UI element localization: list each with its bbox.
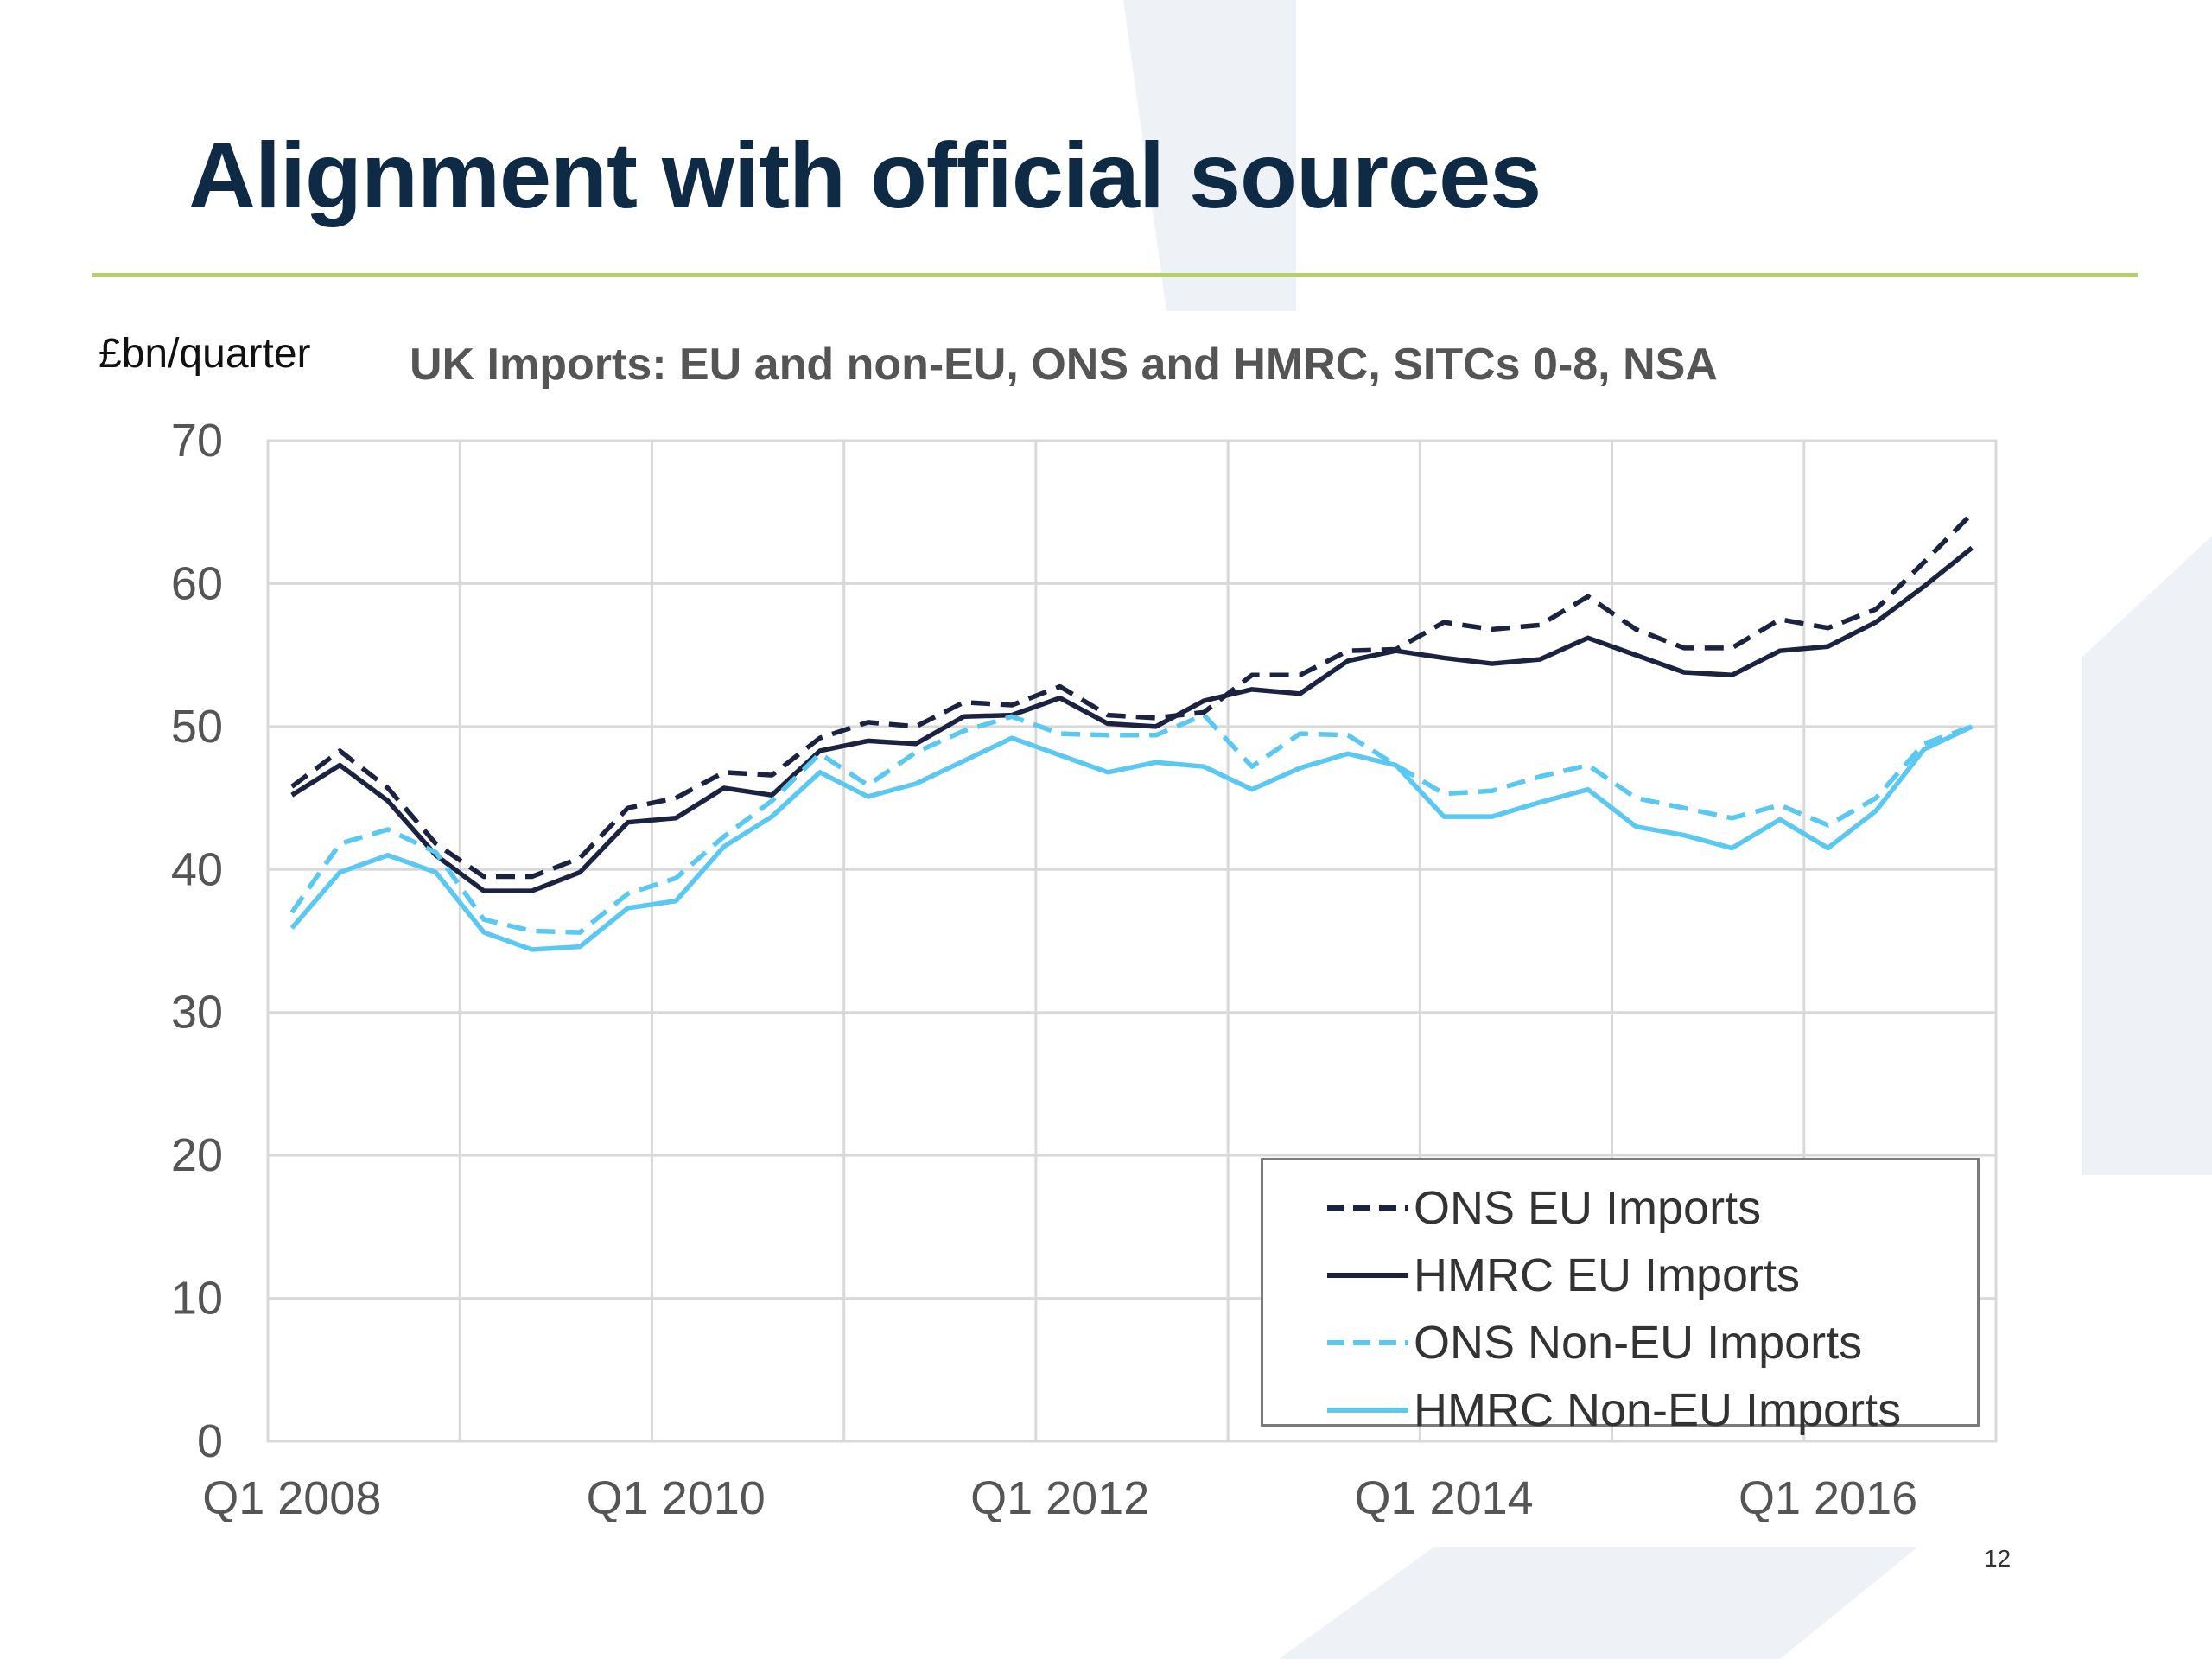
y-tick-label: 20 (171, 1129, 223, 1181)
legend-swatch-ons-non-eu (1327, 1340, 1408, 1345)
y-tick-label: 40 (171, 843, 223, 895)
x-tick-label: Q1 2014 (1355, 1472, 1534, 1524)
chart-legend: ONS EU Imports HMRC EU Imports ONS Non-E… (1261, 1158, 1980, 1436)
legend-label: HMRC EU Imports (1414, 1249, 1801, 1301)
legend-label: HMRC Non-EU Imports (1414, 1384, 1902, 1436)
y-tick-label: 70 (171, 415, 223, 467)
legend-item-hmrc-eu: HMRC EU Imports (1324, 1247, 1800, 1304)
series-line-ons-eu-imports (290, 512, 1974, 880)
axis-labels: 0 10 20 30 40 50 60 70 Q1 2008 Q1 2010 Q1 2012 Q1 2… (171, 415, 1917, 1524)
series-line-hmrc-non-eu-imports (289, 724, 1974, 952)
legend-swatch-hmrc-eu (1327, 1273, 1408, 1278)
y-axis-unit-label: £bn/quarter (99, 331, 311, 377)
slide-title: Alignment with official sources (188, 123, 1541, 227)
legend-item-hmrc-non-eu: HMRC Non-EU Imports (1324, 1382, 1901, 1439)
x-tick-label: Q1 2016 (1738, 1472, 1917, 1524)
watermark-shape-right (2082, 536, 2212, 1175)
y-tick-label: 30 (171, 987, 223, 1039)
series-lines (289, 512, 1974, 952)
legend-item-ons-non-eu: ONS Non-EU Imports (1324, 1314, 1862, 1371)
x-tick-label: Q1 2012 (970, 1472, 1149, 1524)
page-number: 12 (1984, 1545, 2012, 1572)
legend-label: ONS Non-EU Imports (1414, 1317, 1863, 1369)
series-line-ons-non-eu-imports (289, 712, 1974, 935)
title-divider (92, 273, 2138, 276)
series-line-hmrc-eu-imports (290, 545, 1974, 893)
legend-swatch-hmrc-non-eu (1327, 1408, 1408, 1413)
legend-swatch-ons-eu (1327, 1205, 1408, 1211)
x-tick-label: Q1 2010 (587, 1472, 766, 1524)
chart-title: UK Imports: EU and non-EU, ONS and HMRC,… (410, 340, 1718, 390)
y-tick-label: 10 (171, 1273, 223, 1325)
x-tick-label: Q1 2008 (202, 1472, 381, 1524)
y-tick-label: 50 (171, 701, 223, 753)
legend-label: ONS EU Imports (1414, 1182, 1762, 1234)
watermark-shape-bottom (1279, 1547, 1918, 1659)
y-tick-label: 60 (171, 557, 223, 609)
watermark-shape-top (1123, 0, 1296, 311)
legend-item-ons-eu: ONS EU Imports (1324, 1179, 1761, 1236)
y-tick-label: 0 (197, 1415, 223, 1467)
